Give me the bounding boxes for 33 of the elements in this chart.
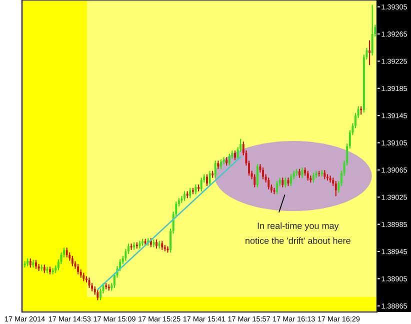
candlestick [152, 239, 155, 248]
candlestick [329, 175, 332, 183]
candlestick [234, 150, 236, 160]
candlestick [220, 159, 222, 170]
candlestick [262, 167, 264, 180]
candlestick [71, 256, 74, 266]
candlestick [138, 240, 141, 249]
candlestick [200, 178, 202, 192]
candlestick [35, 260, 37, 270]
candlestick [156, 239, 158, 249]
candlestick [206, 174, 208, 186]
candlestick [268, 178, 270, 190]
candlestick [24, 261, 26, 268]
candlestick [254, 174, 256, 188]
candlestick [334, 180, 337, 196]
candlestick [96, 290, 99, 300]
annotation: In real-time you may notice the 'drift' about here [246, 222, 350, 244]
candlestick [371, 4, 374, 56]
candlestick [46, 266, 48, 274]
candlestick [32, 260, 34, 268]
candlestick [77, 264, 80, 274]
candlestick [368, 40, 370, 66]
candlestick [214, 160, 216, 178]
candlestick [256, 164, 258, 188]
candlestick [208, 170, 211, 186]
candlestick [326, 174, 328, 181]
candlestick [130, 243, 132, 250]
candlestick [276, 180, 278, 194]
candlestick [228, 154, 230, 166]
candlestick [290, 174, 292, 186]
candlestick [142, 238, 144, 246]
candlestick [189, 188, 192, 198]
candlestick [49, 266, 52, 274]
